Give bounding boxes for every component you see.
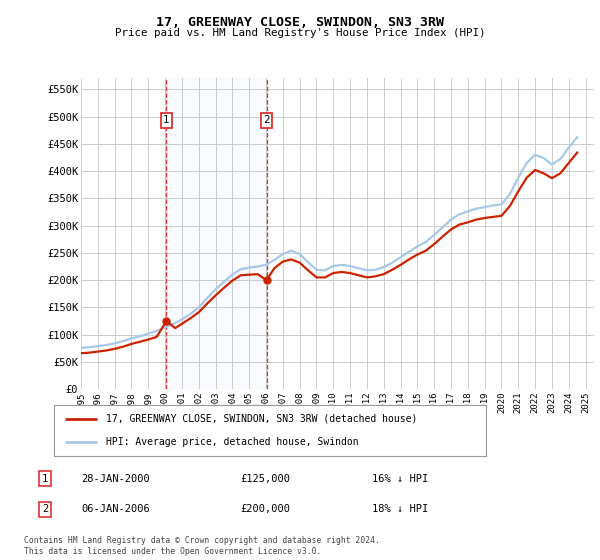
Text: 2: 2 — [263, 115, 270, 125]
Text: £200,000: £200,000 — [240, 505, 290, 514]
Bar — [166, 78, 266, 389]
Text: £125,000: £125,000 — [240, 474, 290, 483]
Text: 17, GREENWAY CLOSE, SWINDON, SN3 3RW: 17, GREENWAY CLOSE, SWINDON, SN3 3RW — [156, 16, 444, 29]
Text: 1: 1 — [163, 115, 170, 125]
Text: 16% ↓ HPI: 16% ↓ HPI — [372, 474, 428, 483]
FancyBboxPatch shape — [54, 405, 486, 456]
Text: 17, GREENWAY CLOSE, SWINDON, SN3 3RW (detached house): 17, GREENWAY CLOSE, SWINDON, SN3 3RW (de… — [106, 414, 417, 424]
Text: 06-JAN-2006: 06-JAN-2006 — [81, 505, 150, 514]
Text: 18% ↓ HPI: 18% ↓ HPI — [372, 505, 428, 514]
Text: Price paid vs. HM Land Registry's House Price Index (HPI): Price paid vs. HM Land Registry's House … — [115, 28, 485, 38]
Text: 2: 2 — [42, 505, 48, 514]
Text: HPI: Average price, detached house, Swindon: HPI: Average price, detached house, Swin… — [106, 437, 358, 447]
Text: 1: 1 — [42, 474, 48, 483]
Text: Contains HM Land Registry data © Crown copyright and database right 2024.
This d: Contains HM Land Registry data © Crown c… — [24, 536, 380, 556]
Text: 28-JAN-2000: 28-JAN-2000 — [81, 474, 150, 483]
